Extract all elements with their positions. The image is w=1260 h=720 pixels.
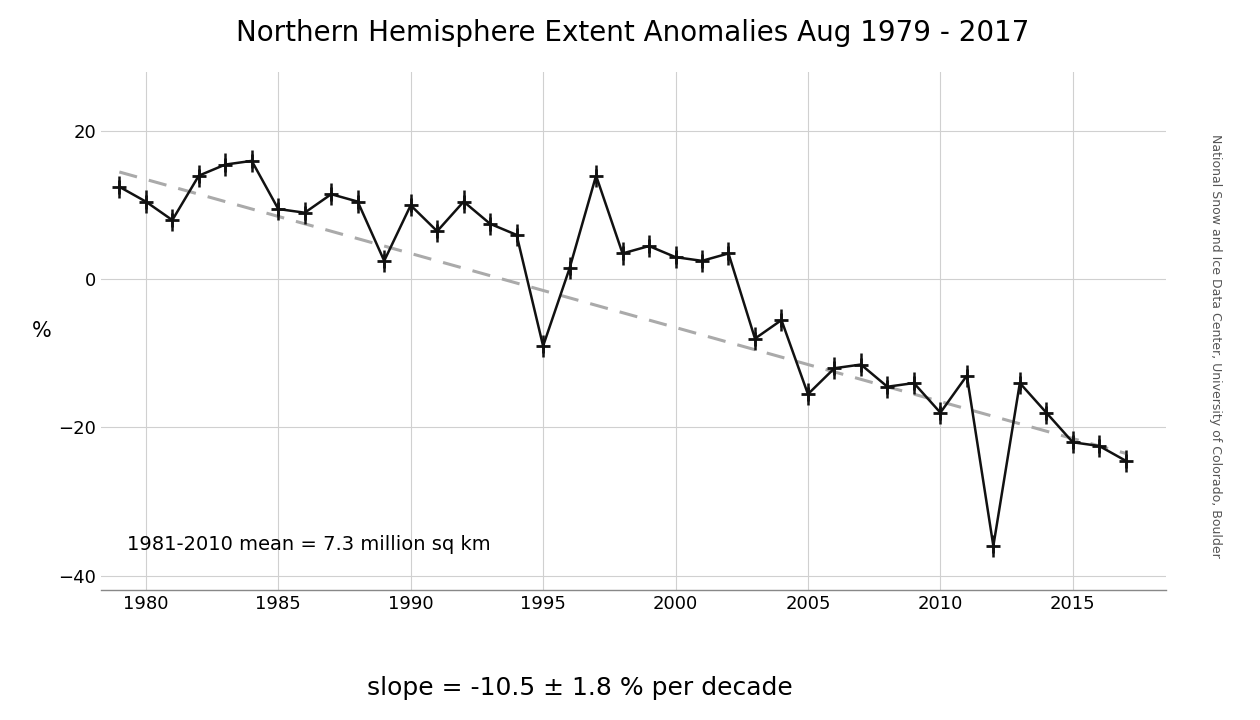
Text: 1981-2010 mean = 7.3 million sq km: 1981-2010 mean = 7.3 million sq km <box>127 535 491 554</box>
Text: slope = -10.5 ± 1.8 % per decade: slope = -10.5 ± 1.8 % per decade <box>367 675 793 700</box>
Title: Northern Hemisphere Extent Anomalies Aug 1979 - 2017: Northern Hemisphere Extent Anomalies Aug… <box>237 19 1029 48</box>
Text: National Snow and Ice Data Center, University of Colorado, Boulder: National Snow and Ice Data Center, Unive… <box>1210 134 1222 557</box>
Y-axis label: %: % <box>32 321 52 341</box>
